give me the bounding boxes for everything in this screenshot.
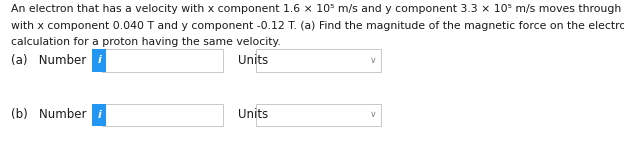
Text: Units: Units: [238, 108, 268, 121]
Text: i: i: [97, 55, 101, 65]
Text: An electron that has a velocity with x component 1.6 × 10⁵ m/s and y component 3: An electron that has a velocity with x c…: [11, 4, 624, 14]
Text: (b)   Number: (b) Number: [11, 108, 87, 121]
Text: calculation for a proton having the same velocity.: calculation for a proton having the same…: [11, 37, 281, 47]
Text: Units: Units: [238, 54, 268, 67]
FancyBboxPatch shape: [92, 104, 106, 126]
FancyBboxPatch shape: [102, 104, 223, 126]
Text: i: i: [97, 110, 101, 120]
Text: ∨: ∨: [370, 110, 376, 119]
Text: (a)   Number: (a) Number: [11, 54, 87, 67]
FancyBboxPatch shape: [256, 49, 381, 72]
FancyBboxPatch shape: [256, 104, 381, 126]
Text: with x component 0.040 T and y component -0.12 T. (a) Find the magnitude of the : with x component 0.040 T and y component…: [11, 21, 624, 31]
FancyBboxPatch shape: [92, 49, 106, 72]
FancyBboxPatch shape: [102, 49, 223, 72]
Text: ∨: ∨: [370, 56, 376, 65]
